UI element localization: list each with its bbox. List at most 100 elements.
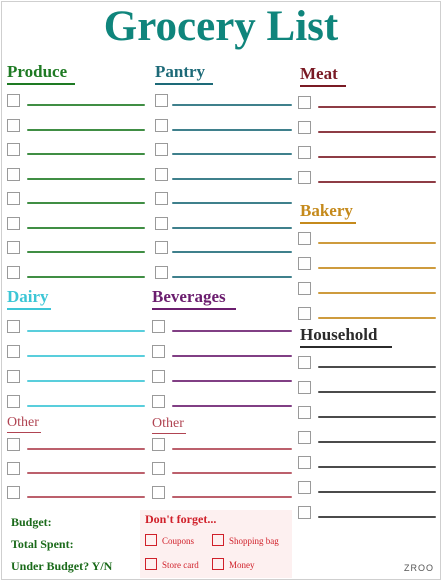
item-write-line[interactable]	[27, 104, 145, 106]
item-write-line[interactable]	[172, 177, 292, 180]
item-checkbox[interactable]	[155, 192, 168, 205]
item-write-line[interactable]	[172, 448, 292, 450]
item-checkbox[interactable]	[7, 216, 20, 230]
item-write-line[interactable]	[172, 226, 292, 229]
item-checkbox[interactable]	[152, 370, 165, 383]
item-write-line[interactable]	[172, 330, 292, 332]
item-checkbox[interactable]	[7, 167, 20, 181]
item-checkbox[interactable]	[152, 486, 165, 499]
item-write-line[interactable]	[172, 405, 292, 407]
coupons-checkbox[interactable]	[145, 534, 157, 546]
item-write-line[interactable]	[318, 267, 436, 269]
section-underline	[7, 432, 41, 433]
item-write-line[interactable]	[27, 177, 145, 180]
item-checkbox[interactable]	[7, 265, 20, 279]
item-checkbox[interactable]	[7, 118, 20, 132]
item-checkbox[interactable]	[7, 94, 20, 107]
item-write-line[interactable]	[318, 292, 436, 294]
item-write-line[interactable]	[27, 226, 145, 229]
item-checkbox[interactable]	[155, 265, 168, 279]
item-write-line[interactable]	[27, 330, 145, 332]
item-write-line[interactable]	[27, 355, 145, 357]
item-checkbox[interactable]	[7, 320, 20, 333]
item-checkbox[interactable]	[298, 171, 311, 184]
item-write-line[interactable]	[318, 491, 436, 493]
item-checkbox[interactable]	[298, 506, 311, 519]
item-write-line[interactable]	[27, 405, 145, 407]
item-write-line[interactable]	[172, 496, 292, 498]
item-write-line[interactable]	[318, 366, 436, 368]
item-write-line[interactable]	[27, 448, 145, 450]
item-checkbox[interactable]	[155, 118, 168, 132]
item-checkbox[interactable]	[298, 121, 311, 134]
item-checkbox[interactable]	[298, 307, 311, 320]
item-checkbox[interactable]	[155, 216, 168, 230]
item-write-line[interactable]	[27, 128, 145, 131]
item-checkbox[interactable]	[7, 241, 20, 254]
item-checkbox[interactable]	[152, 395, 165, 408]
item-checkbox[interactable]	[298, 356, 311, 369]
item-checkbox[interactable]	[298, 481, 311, 494]
item-write-line[interactable]	[172, 202, 292, 204]
item-checkbox[interactable]	[298, 431, 311, 444]
item-write-line[interactable]	[172, 104, 292, 106]
item-write-line[interactable]	[172, 275, 292, 278]
item-checkbox[interactable]	[298, 406, 311, 419]
item-checkbox[interactable]	[7, 345, 20, 358]
section-underline	[155, 83, 213, 85]
item-checkbox[interactable]	[7, 462, 20, 475]
shopping-bag-checkbox[interactable]	[212, 534, 224, 546]
item-checkbox[interactable]	[152, 438, 165, 451]
item-write-line[interactable]	[318, 106, 436, 108]
item-write-line[interactable]	[27, 275, 145, 278]
money-checkbox[interactable]	[212, 558, 224, 570]
item-write-line[interactable]	[318, 466, 436, 468]
item-checkbox[interactable]	[298, 257, 311, 270]
item-checkbox[interactable]	[155, 241, 168, 254]
item-checkbox[interactable]	[7, 143, 20, 156]
item-write-line[interactable]	[27, 251, 145, 253]
item-write-line[interactable]	[318, 391, 436, 393]
item-checkbox[interactable]	[298, 282, 311, 295]
item-write-line[interactable]	[318, 441, 436, 443]
section-title-other-left: Other	[7, 415, 39, 430]
item-write-line[interactable]	[172, 380, 292, 382]
item-checkbox[interactable]	[155, 167, 168, 181]
money-label: Money	[229, 560, 255, 570]
item-checkbox[interactable]	[298, 96, 311, 109]
under-budget-label: Under Budget? Y/N	[11, 559, 113, 573]
item-checkbox[interactable]	[7, 486, 20, 499]
item-write-line[interactable]	[172, 251, 292, 253]
item-checkbox[interactable]	[152, 462, 165, 475]
item-checkbox[interactable]	[7, 370, 20, 383]
item-checkbox[interactable]	[298, 456, 311, 469]
item-write-line[interactable]	[27, 380, 145, 382]
item-write-line[interactable]	[27, 202, 145, 204]
item-write-line[interactable]	[172, 128, 292, 131]
item-checkbox[interactable]	[298, 146, 311, 159]
item-checkbox[interactable]	[7, 438, 20, 451]
dont-forget-panel	[140, 510, 292, 578]
item-write-line[interactable]	[318, 317, 436, 319]
item-write-line[interactable]	[27, 153, 145, 155]
item-write-line[interactable]	[27, 472, 145, 474]
item-checkbox[interactable]	[7, 192, 20, 205]
item-write-line[interactable]	[172, 355, 292, 357]
item-write-line[interactable]	[318, 156, 436, 158]
item-write-line[interactable]	[318, 181, 436, 183]
item-checkbox[interactable]	[298, 232, 311, 245]
item-checkbox[interactable]	[152, 345, 165, 358]
item-checkbox[interactable]	[7, 395, 20, 408]
item-write-line[interactable]	[318, 131, 436, 133]
item-checkbox[interactable]	[155, 143, 168, 156]
item-write-line[interactable]	[27, 496, 145, 498]
item-write-line[interactable]	[318, 242, 436, 244]
item-write-line[interactable]	[172, 153, 292, 155]
store-card-checkbox[interactable]	[145, 558, 157, 570]
item-checkbox[interactable]	[155, 94, 168, 107]
item-write-line[interactable]	[318, 416, 436, 418]
item-write-line[interactable]	[318, 516, 436, 518]
item-checkbox[interactable]	[152, 320, 165, 333]
item-checkbox[interactable]	[298, 381, 311, 394]
item-write-line[interactable]	[172, 472, 292, 474]
